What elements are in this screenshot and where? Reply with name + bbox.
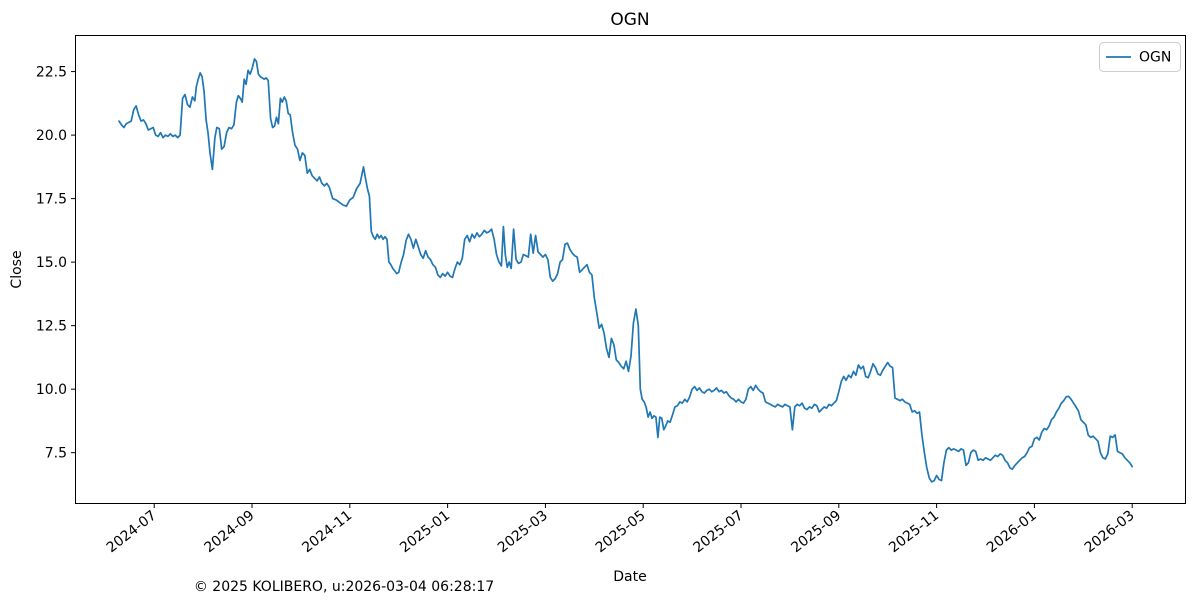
y-tick-label: 20.0	[36, 128, 67, 144]
plot-spines	[75, 35, 1186, 504]
y-tick-label: 17.5	[36, 192, 67, 208]
x-tick-label: 2026-03	[1082, 508, 1138, 557]
y-tick-label: 7.5	[45, 446, 67, 462]
y-axis-label: Close	[9, 250, 25, 288]
x-tick-label: 2025-03	[495, 508, 551, 557]
y-axis-ticks: 7.5 10.0 12.5 15.0 17.5 20.0 22.5	[36, 65, 75, 462]
x-tick-label: 2024-07	[104, 508, 160, 557]
y-tick-label: 22.5	[36, 65, 67, 81]
y-tick-label: 10.0	[36, 382, 67, 398]
y-tick-label: 12.5	[36, 319, 67, 335]
x-tick-label: 2024-09	[202, 508, 258, 557]
x-tick-label: 2025-09	[788, 508, 844, 557]
legend-label: OGN	[1139, 50, 1171, 66]
x-axis-label: Date	[613, 569, 646, 585]
x-axis-ticks: 2024-07 2024-09 2024-11 2025-01 2025-03 2025-…	[104, 504, 1138, 556]
watermark-footer: © 2025 KOLIBERO, u:2026-03-04 06:28:17	[194, 579, 494, 595]
x-tick-label: 2025-07	[691, 508, 747, 557]
chart-title: OGN	[610, 10, 649, 30]
x-tick-label: 2025-11	[886, 508, 942, 557]
legend: OGN	[1099, 42, 1181, 72]
legend-box	[1099, 42, 1181, 72]
x-tick-label: 2025-01	[397, 508, 453, 557]
x-tick-label: 2025-05	[593, 508, 649, 557]
x-tick-label: 2024-11	[299, 508, 355, 557]
price-line-series	[118, 58, 1134, 483]
x-tick-label: 2026-01	[984, 508, 1040, 557]
y-tick-label: 15.0	[36, 255, 67, 271]
